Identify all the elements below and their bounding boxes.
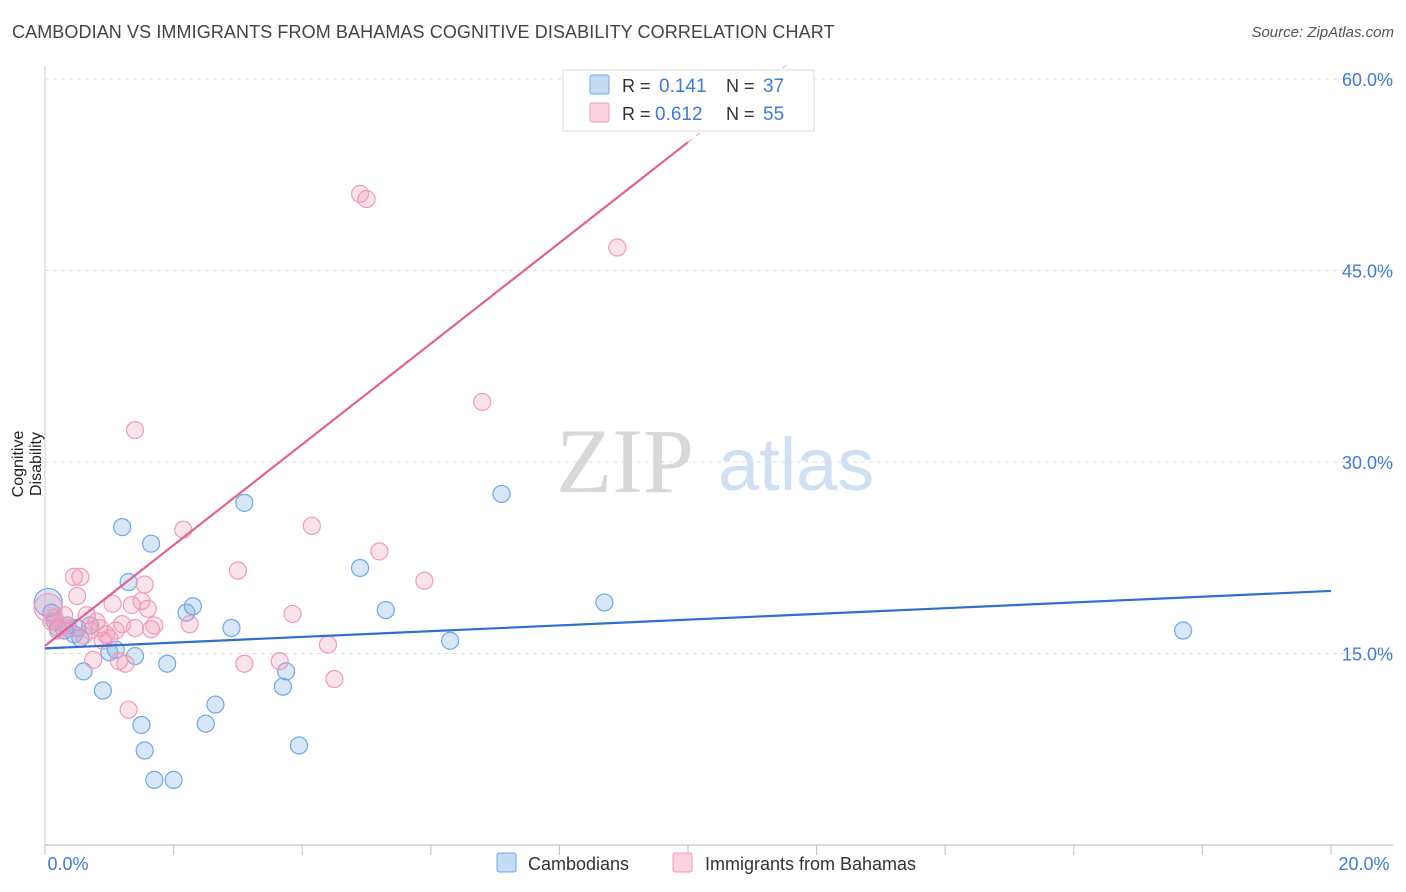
cambodians-point [164,770,183,789]
cambodians-point [132,715,151,735]
bahamas-point [180,615,199,634]
legend-n-label: N = [726,104,755,124]
chart-title: CAMBODIAN VS IMMIGRANTS FROM BAHAMAS COG… [12,22,835,42]
bahamas-point [608,238,627,257]
cambodians-point [376,600,395,620]
cambodians-point [350,558,370,578]
legend-r-label: R = [622,104,651,124]
bahamas-point [125,618,145,638]
cambodians-point [196,714,215,733]
cambodians-point [595,593,614,612]
cambodians-point [183,597,202,616]
cambodians-point [158,654,177,673]
source-label: Source: ZipAtlas.com [1251,24,1394,41]
legend-n-value: 55 [763,104,784,125]
cambodians-point [235,493,254,512]
cambodians-point [135,741,154,760]
bahamas-point [370,542,389,561]
gridlines [45,78,1393,654]
legend-swatch-cambodians [589,74,610,95]
cambodians-point [113,518,132,537]
bahamas-trend-line [44,141,689,647]
bahamas-point [228,561,247,580]
bahamas-point [135,575,154,594]
bahamas-point [64,567,84,587]
bahamas-point [318,635,338,654]
legend-label-cambodians: Cambodians [528,854,629,874]
cambodians-point [141,534,161,553]
cambodians-point [222,618,241,638]
bahamas-point [302,516,321,535]
bahamas-point [116,654,135,673]
bahamas-point [68,586,87,606]
cambodians-point [125,646,145,666]
y-tick-label: 15.0% [1342,645,1393,665]
bahamas-point [71,567,90,587]
cambodians-point [273,677,293,696]
cambodians-point [93,681,112,700]
y-tick-label: 30.0% [1342,453,1393,473]
trend-lines [44,63,1332,650]
watermark-atlas: atlas [718,423,874,506]
bahamas-point [473,392,492,412]
legend-label-bahamas: Immigrants from Bahamas [705,854,916,874]
cambodians-point [1174,621,1193,640]
axes [44,66,1393,855]
series-legend: Cambodians Immigrants from Bahamas [496,852,916,874]
cambodians-point [440,631,460,650]
bahamas-point [84,650,103,669]
bahamas-point [283,604,302,624]
legend-n-label: N = [726,76,755,96]
legend-swatch-cambodians [496,852,517,873]
legend-n-value: 37 [763,76,784,97]
bahamas-point [235,654,254,673]
bahamas-point [145,616,164,635]
y-tick-label: 45.0% [1342,262,1393,282]
legend-r-value: 0.141 [659,76,707,97]
cambodians-point [277,662,296,681]
legend-r-value: 0.612 [655,104,703,125]
tick-labels: 15.0% 30.0% 45.0% 60.0% 0.0% 20.0% [47,70,1393,874]
legend-swatch-bahamas [672,852,693,873]
cambodians-point [492,484,511,504]
bahamas-point [138,599,157,618]
bahamas-point [174,520,193,539]
bahamas-point [325,669,344,689]
data-points [33,184,1193,789]
x-tick-label: 20.0% [1338,854,1389,874]
bahamas-point [270,652,289,671]
cambodians-trend-line [44,589,1332,650]
x-tick-label: 0.0% [47,854,88,874]
bahamas-point [125,420,145,440]
stats-legend: R = 0.141 N = 37 R = 0.612 N = 55 [562,69,815,132]
cambodians-point [145,770,164,789]
cambodians-point [289,736,309,755]
bahamas-point [103,594,122,613]
bahamas-point [119,700,138,719]
bahamas-point [415,571,434,590]
legend-swatch-bahamas [589,102,610,123]
legend-r-label: R = [622,76,651,96]
cambodians-point [206,695,225,714]
y-tick-label: 60.0% [1342,70,1393,90]
watermark-zip: ZIP [556,410,694,512]
bahamas-point [357,189,376,209]
